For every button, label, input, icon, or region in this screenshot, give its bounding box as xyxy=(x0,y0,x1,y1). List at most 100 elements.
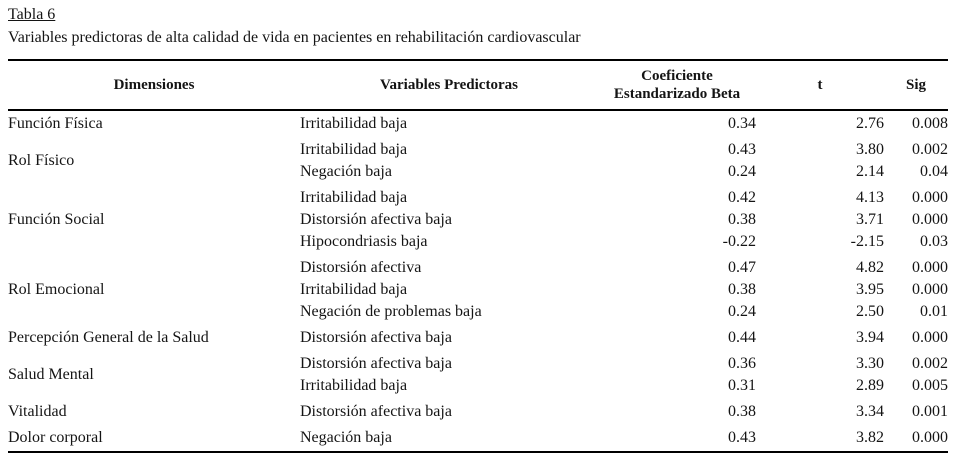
predictor-cell: Negación baja xyxy=(300,425,598,453)
dimension-cell: Salud Mental xyxy=(8,366,94,383)
sig-cell-line: 0.002 xyxy=(912,141,948,158)
predictor-cell-line: Hipocondriasis baja xyxy=(300,233,428,250)
t-cell-line: 3.34 xyxy=(856,403,884,420)
beta-cell-line: 0.42 xyxy=(728,189,756,206)
table-row: Vitalidad Distorsión afectiva baja 0.38 3.3… xyxy=(8,399,948,425)
predictor-cell: Distorsión afectiva baja Irritabilidad ba… xyxy=(300,351,598,399)
predictor-cell: Distorsión afectiva baja xyxy=(300,399,598,425)
t-cell-line: 2.76 xyxy=(856,115,884,132)
sig-cell-line: 0.002 xyxy=(912,355,948,372)
t-cell: 4.13 3.71 -2.15 xyxy=(756,185,884,255)
sig-cell-line: 0.000 xyxy=(912,329,948,346)
t-cell: 3.94 xyxy=(756,325,884,351)
dimension-cell: Rol Físico xyxy=(8,152,75,169)
beta-cell: 0.47 0.38 0.24 xyxy=(598,255,756,325)
t-cell: 3.80 2.14 xyxy=(756,137,884,185)
sig-cell-line: 0.04 xyxy=(920,163,948,180)
t-cell-line: 2.89 xyxy=(856,377,884,394)
t-cell-line: 4.82 xyxy=(856,259,884,276)
t-cell: 2.76 xyxy=(756,110,884,137)
header-variables-predictoras: Variables Predictoras xyxy=(300,59,598,111)
predictor-cell-line: Distorsión afectiva baja xyxy=(300,329,452,346)
table-row: Percepción General de la Salud Distorsión… xyxy=(8,325,948,351)
table-header: Dimensiones Variables Predictoras Coefic… xyxy=(8,59,948,111)
header-coeficiente-beta: Coeficiente Estandarizado Beta xyxy=(598,59,756,111)
predictor-cell-line: Distorsión afectiva xyxy=(300,259,422,276)
t-cell-line: 3.30 xyxy=(856,355,884,372)
header-t: t xyxy=(756,59,884,111)
dimension-cell: Función Física xyxy=(8,115,103,132)
table-row: Rol Físico Irritabilidad baja Negación baj… xyxy=(8,137,948,185)
beta-cell-line: 0.43 xyxy=(728,141,756,158)
results-table: Dimensiones Variables Predictoras Coefic… xyxy=(8,59,948,453)
predictor-cell-line: Distorsión afectiva baja xyxy=(300,403,452,420)
table-row: Rol Emocional Distorsión afectiva Irritabi… xyxy=(8,255,948,325)
predictor-cell: Irritabilidad baja Distorsión afectiva ba… xyxy=(300,185,598,255)
page: Tabla 6 Variables predictoras de alta ca… xyxy=(8,6,948,453)
beta-cell-line: 0.38 xyxy=(728,403,756,420)
beta-cell-line: 0.38 xyxy=(728,211,756,228)
dimension-cell: Percepción General de la Salud xyxy=(8,329,209,346)
sig-cell: 0.000 0.000 0.03 xyxy=(884,185,948,255)
t-cell-line: 3.80 xyxy=(856,141,884,158)
header-sig: Sig xyxy=(884,59,948,111)
dimension-cell: Dolor corporal xyxy=(8,425,300,453)
sig-cell-line: 0.000 xyxy=(912,281,948,298)
predictor-cell-line: Irritabilidad baja xyxy=(300,281,408,298)
predictor-cell-line: Irritabilidad baja xyxy=(300,141,408,158)
predictor-cell-line: Irritabilidad baja xyxy=(300,115,408,132)
sig-cell-line: 0.000 xyxy=(912,429,948,446)
table-row: Función Física Irritabilidad baja 0.34 2.76… xyxy=(8,110,948,137)
sig-cell: 0.002 0.005 xyxy=(884,351,948,399)
beta-cell: 0.43 xyxy=(598,425,756,453)
sig-cell-line: 0.000 xyxy=(912,189,948,206)
t-cell-line: 3.95 xyxy=(856,281,884,298)
predictor-cell-line: Negación de problemas baja xyxy=(300,303,482,320)
beta-cell-line: 0.43 xyxy=(728,429,756,446)
sig-cell-line: 0.005 xyxy=(912,377,948,394)
t-cell-line: 2.50 xyxy=(856,303,884,320)
predictor-cell: Irritabilidad baja xyxy=(300,110,598,137)
predictor-cell-line: Negación baja xyxy=(300,163,392,180)
beta-cell-line: 0.34 xyxy=(728,115,756,132)
beta-cell-line: 0.38 xyxy=(728,281,756,298)
beta-cell-line: -0.22 xyxy=(722,233,756,250)
t-cell-line: 3.94 xyxy=(856,329,884,346)
beta-cell: 0.38 xyxy=(598,399,756,425)
beta-cell: 0.36 0.31 xyxy=(598,351,756,399)
t-cell: 4.82 3.95 2.50 xyxy=(756,255,884,325)
beta-cell-line: 0.24 xyxy=(728,163,756,180)
sig-cell-line: 0.000 xyxy=(912,259,948,276)
beta-cell: 0.34 xyxy=(598,110,756,137)
sig-cell-line: 0.001 xyxy=(912,403,948,420)
t-cell-line: 3.82 xyxy=(856,429,884,446)
predictor-cell: Irritabilidad baja Negación baja xyxy=(300,137,598,185)
table-row: Salud Mental Distorsión afectiva baja Irri… xyxy=(8,351,948,399)
predictor-cell: Distorsión afectiva Irritabilidad baja Neg… xyxy=(300,255,598,325)
t-cell-line: 3.71 xyxy=(856,211,884,228)
predictor-cell-line: Distorsión afectiva baja xyxy=(300,211,452,228)
predictor-cell-line: Negación baja xyxy=(300,429,392,446)
beta-cell-line: 0.47 xyxy=(728,259,756,276)
table-label: Tabla 6 xyxy=(8,6,56,23)
beta-cell-line: 0.36 xyxy=(728,355,756,372)
beta-cell: 0.42 0.38 -0.22 xyxy=(598,185,756,255)
sig-cell-line: 0.03 xyxy=(920,233,948,250)
beta-cell-line: 0.31 xyxy=(728,377,756,394)
predictor-cell-line: Irritabilidad baja xyxy=(300,377,408,394)
dimension-cell: Vitalidad xyxy=(8,403,67,420)
sig-cell: 0.008 xyxy=(884,110,948,137)
t-cell: 3.30 2.89 xyxy=(756,351,884,399)
table-caption: Variables predictoras de alta calidad de… xyxy=(8,29,581,46)
sig-cell: 0.001 xyxy=(884,399,948,425)
sig-cell: 0.000 0.000 0.01 xyxy=(884,255,948,325)
predictor-cell-line: Distorsión afectiva baja xyxy=(300,355,452,372)
t-cell-line: -2.15 xyxy=(850,233,884,250)
dimension-cell: Rol Emocional xyxy=(8,281,105,298)
sig-cell-line: 0.008 xyxy=(912,115,948,132)
sig-cell: 0.002 0.04 xyxy=(884,137,948,185)
dimension-cell: Función Social xyxy=(8,211,105,228)
sig-cell: 0.000 xyxy=(884,425,948,453)
beta-cell: 0.44 xyxy=(598,325,756,351)
header-dimensiones: Dimensiones xyxy=(8,59,300,111)
